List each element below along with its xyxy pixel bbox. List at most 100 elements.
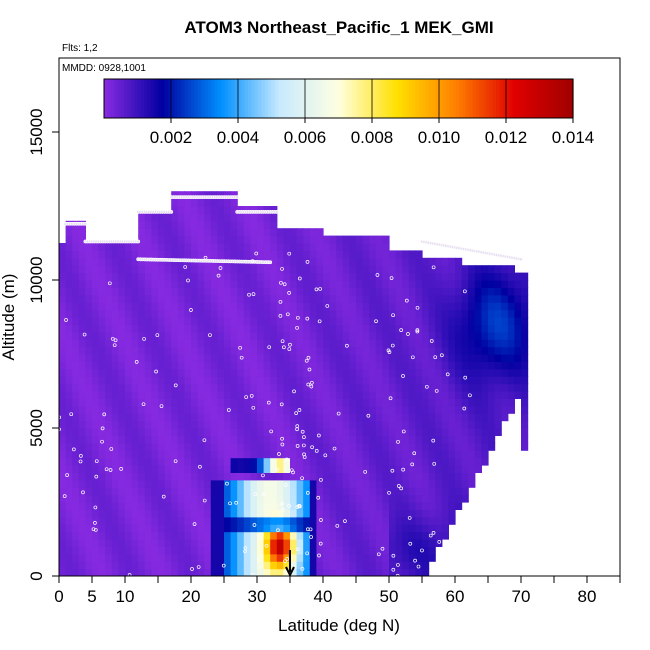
field-cell (98, 398, 106, 407)
field-cell (342, 450, 350, 459)
field-cell (342, 435, 350, 444)
field-cell (474, 398, 482, 407)
field-cell (217, 457, 225, 466)
field-cell (72, 450, 80, 459)
field-cell (362, 516, 370, 525)
field-cell (72, 457, 80, 466)
field-cell (59, 524, 67, 533)
sample-point (280, 436, 284, 441)
field-cell (164, 435, 172, 444)
field-cell (204, 539, 212, 547)
field-cell (224, 420, 232, 429)
field-cell (323, 339, 331, 348)
field-cell (230, 509, 238, 518)
field-cell (164, 450, 172, 459)
field-cell (336, 272, 344, 281)
field-cell (158, 257, 166, 266)
field-cell (342, 413, 350, 422)
field-cell (177, 531, 185, 540)
sample-point (196, 565, 201, 569)
field-cell (92, 405, 100, 414)
field-cell (283, 546, 291, 555)
field-cell (191, 524, 199, 533)
sample-point (283, 483, 288, 488)
field-cell (395, 272, 403, 281)
field-cell (276, 553, 284, 562)
field-cell (342, 398, 350, 407)
field-cell (362, 257, 370, 266)
sample-point (332, 446, 337, 451)
field-cell (131, 465, 139, 473)
field-cell (316, 250, 324, 259)
field-cell (98, 257, 106, 266)
field-cell (481, 391, 489, 399)
field-cell (375, 257, 383, 266)
field-cell (59, 494, 67, 503)
colorbar-cell (124, 79, 129, 118)
field-cell (250, 331, 258, 340)
field-cell (336, 317, 344, 325)
field-cell (342, 420, 350, 429)
field-cell (138, 309, 146, 318)
field-cell (164, 413, 172, 422)
field-cell (296, 346, 304, 355)
field-cell (151, 354, 159, 362)
field-cell (270, 368, 278, 377)
colorbar-cell (134, 79, 139, 118)
field-cell (323, 428, 331, 436)
field-cell (263, 516, 271, 525)
sample-point (317, 319, 322, 324)
field-cell (329, 391, 337, 399)
field-cell (494, 280, 502, 288)
field-cell (329, 265, 337, 274)
field-cell (78, 509, 86, 518)
field-cell (204, 553, 212, 562)
field-cell (422, 457, 430, 466)
field-cell (204, 435, 212, 444)
field-cell (422, 420, 430, 429)
sample-point (305, 551, 310, 556)
field-cell (237, 391, 245, 399)
field-cell (263, 561, 271, 570)
field-cell (323, 413, 331, 422)
field-cell (144, 487, 152, 496)
field-cell (65, 398, 73, 407)
field-cell (92, 317, 100, 325)
flights-label: Flts: 1,2 (62, 43, 98, 54)
field-cell (171, 450, 179, 459)
field-cell (65, 265, 73, 274)
field-cell (164, 502, 172, 510)
field-cell (362, 383, 370, 392)
colorbar-cell (224, 79, 229, 118)
field-cell (428, 331, 436, 340)
field-cell (389, 354, 397, 362)
field-cell (65, 413, 73, 422)
field-cell (342, 280, 350, 288)
field-cell (250, 539, 258, 547)
field-cell (65, 509, 73, 518)
field-cell (78, 287, 86, 296)
field-cell (72, 257, 80, 266)
field-cell (217, 287, 225, 296)
colorbar-cell (472, 79, 477, 118)
field-cell (65, 250, 73, 259)
field-cell (521, 405, 529, 414)
field-cell (177, 228, 185, 237)
field-cell (323, 302, 331, 311)
field-cell (151, 213, 159, 222)
field-cell (323, 235, 331, 244)
field-cell (422, 346, 430, 355)
field-cell (455, 317, 463, 325)
field-cell (408, 546, 416, 555)
field-cell (138, 568, 146, 576)
field-cell (237, 487, 245, 496)
field-cell (382, 280, 390, 288)
field-cell (59, 531, 67, 540)
field-cell (408, 398, 416, 407)
field-cell (118, 272, 126, 281)
field-cell (455, 487, 463, 496)
field-cell (507, 309, 515, 318)
field-cell (362, 354, 370, 362)
field-cell (184, 339, 192, 348)
